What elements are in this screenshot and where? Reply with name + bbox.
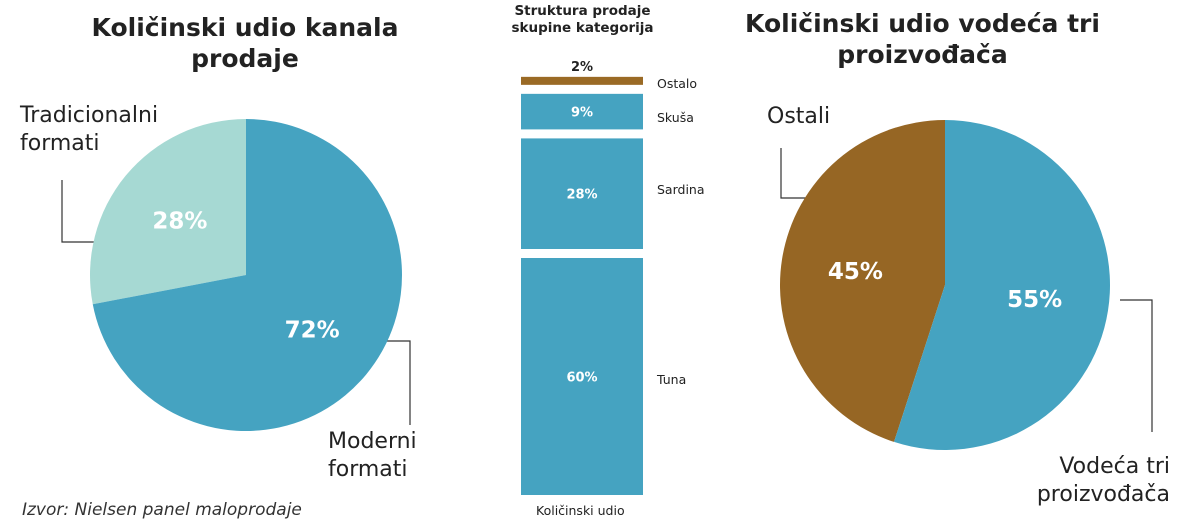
- stack-category-ostalo: Ostalo: [657, 76, 698, 91]
- pie2-slice-0: [780, 120, 945, 442]
- pie2-slice-1: [894, 120, 1111, 451]
- pie1-leader-modern: [382, 340, 411, 425]
- stack-category-sardina: Sardina: [657, 182, 705, 197]
- pie1-value-label-1: 72%: [285, 318, 340, 344]
- pie2-label-others: Ostali: [767, 104, 831, 129]
- pie1-slice-0: [89, 119, 246, 305]
- pie2-value-label-0: 45%: [828, 259, 883, 285]
- stack-value-label-0: 2%: [571, 60, 593, 75]
- pie2-leader-top3: [1120, 299, 1153, 432]
- stack-value-label-1: 9%: [571, 106, 593, 121]
- pie2-title: Količinski udio vodeća tri proizvođača: [745, 9, 1100, 69]
- stacked-bar-chart: 60% 28% 9% 2%: [521, 60, 643, 495]
- stack-segment-2: [521, 138, 643, 249]
- stack-segment-1: [521, 93, 643, 130]
- stack-value-label-3: 60%: [566, 371, 597, 386]
- pie2-value-label-1: 55%: [1007, 287, 1062, 313]
- stack-segment-0: [521, 76, 643, 85]
- pie2-leader-others: [780, 148, 808, 199]
- pie1-label-traditional: Tradicionalni formati: [20, 103, 159, 156]
- pie1-slice-1: [92, 119, 403, 431]
- source-note: Izvor: Nielsen panel maloprodaje: [22, 500, 302, 520]
- stack-segment-3: [521, 258, 643, 495]
- pie1-leader-traditional: [61, 180, 98, 243]
- pie1-chart: 28% 72%: [89, 119, 403, 431]
- pie2-chart: 45% 55%: [780, 120, 1111, 451]
- stack-value-label-2: 28%: [566, 188, 597, 203]
- stack-xlabel: Količinski udio: [536, 503, 625, 518]
- stack-category-tuna: Tuna: [657, 372, 687, 387]
- stack-category-skusa: Skuša: [657, 110, 694, 125]
- pie2-label-top3: Vodeća tri proizvođača: [1036, 454, 1170, 507]
- pie1-value-label-0: 28%: [152, 208, 207, 234]
- pie1-label-modern: Moderni formati: [328, 429, 417, 482]
- pie1-title: Količinski udio kanala prodaje: [91, 13, 399, 73]
- stack-title: Struktura prodaje skupine kategorija: [511, 3, 654, 36]
